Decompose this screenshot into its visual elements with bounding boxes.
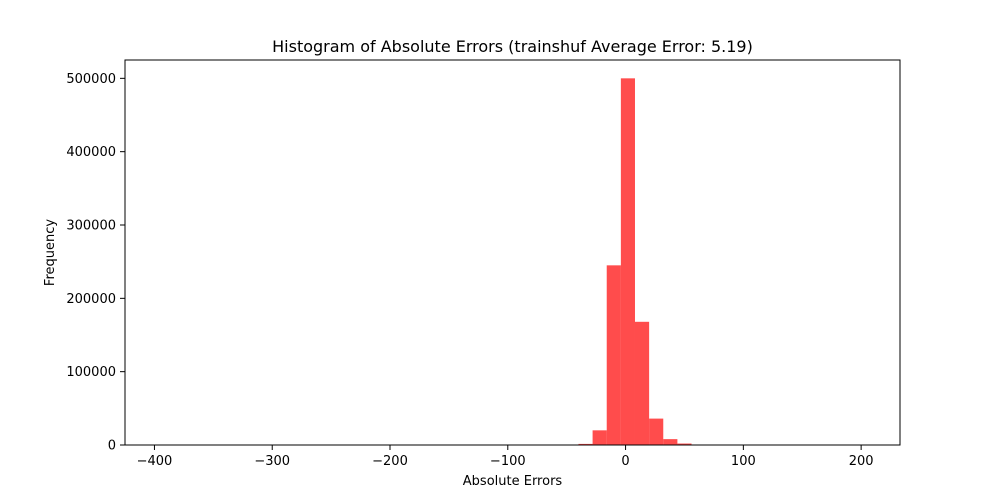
x-tick-label: −100: [490, 454, 526, 469]
x-tick-label: 100: [731, 454, 756, 469]
x-axis-label: Absolute Errors: [463, 474, 563, 489]
y-tick-label: 500000: [66, 72, 116, 87]
chart-title: Histogram of Absolute Errors (trainshuf …: [272, 37, 753, 56]
y-axis-label: Frequency: [43, 219, 58, 286]
y-tick-label: 200000: [66, 292, 116, 307]
x-tick-label: 0: [621, 454, 629, 469]
x-tick-label: −400: [137, 454, 173, 469]
x-tick-label: −200: [372, 454, 408, 469]
x-axis-ticks: −400 −300 −200 −100 0 100 200: [137, 445, 874, 469]
histogram-bar: [620, 78, 635, 445]
histogram-bar: [677, 443, 692, 445]
y-axis-ticks: 0 100000 200000 300000 400000 500000: [66, 72, 125, 454]
plot-area-frame: [124, 59, 901, 446]
histogram-bar: [663, 439, 678, 445]
histogram-bar: [592, 430, 607, 445]
bars-group: [550, 78, 749, 445]
x-tick-label: −300: [254, 454, 290, 469]
histogram-bar: [578, 443, 593, 445]
y-tick-label: 0: [108, 439, 116, 454]
histogram-bar: [634, 321, 650, 445]
y-tick-label: 400000: [66, 145, 116, 160]
y-tick-label: 100000: [66, 365, 116, 380]
y-tick-label: 300000: [66, 219, 116, 234]
histogram-bar: [649, 418, 664, 445]
histogram-bar: [606, 265, 621, 445]
x-tick-label: 200: [849, 454, 874, 469]
